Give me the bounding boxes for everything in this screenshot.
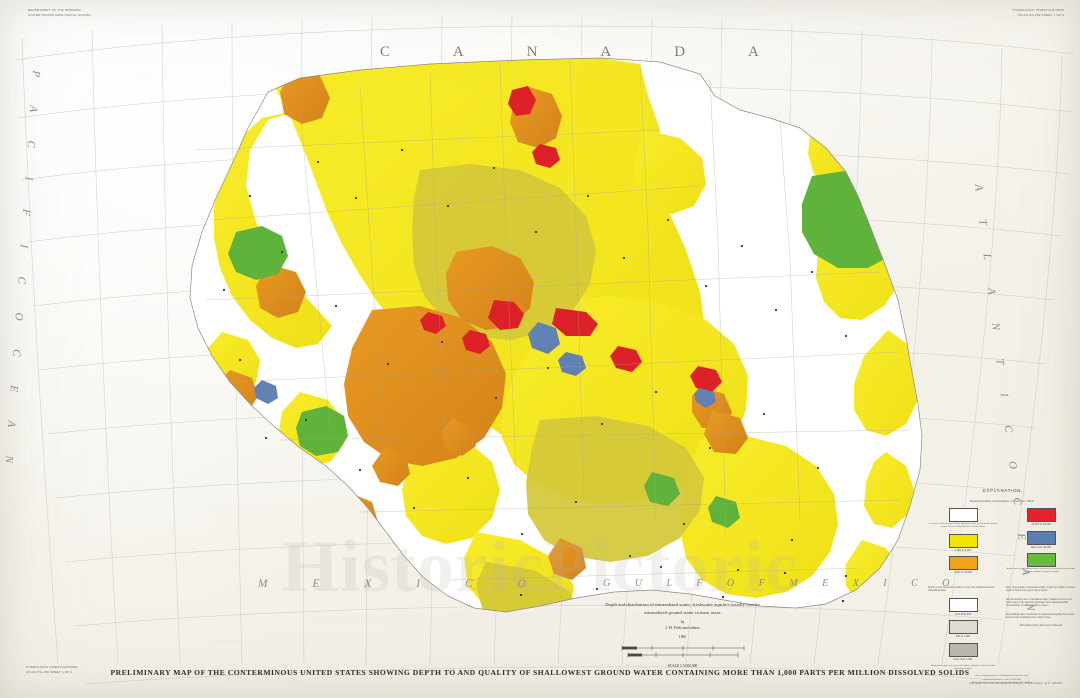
legend-column-left: Less than 1,000 parts per million dissol… [928, 508, 998, 579]
legend-label-depth-500-1000: 500 to 1,000 [955, 635, 971, 639]
legend-depth-heading: Depth, in feet, below land surface, to t… [928, 586, 995, 593]
label-gulf-of-mexico: G U L F O F M E X I C O [603, 578, 961, 589]
watermark: HistoricPictoric [281, 526, 799, 608]
map-scale-label: SCALE 1:5,000,000 [667, 664, 698, 669]
legend-desc-near-surface: Mineralized water at or near land surfac… [930, 665, 996, 671]
legend-label-3000-10000: 3,000 to 10,000 [953, 571, 973, 575]
swatch-10000-35000 [1026, 508, 1056, 522]
legend-depth-column: Depth, in feet, below land surface, to t… [928, 582, 998, 672]
label-mexico: M E X I C O [258, 578, 547, 590]
legend-label-depth-less-500: Less than 500 [954, 612, 972, 616]
legend-item-over-35000[interactable]: More than 35,000 [1006, 530, 1076, 549]
legend-subtitle: Dissolved-solids concentration, in parts… [969, 499, 1035, 503]
legend-item-10000-35000[interactable]: 10,000 to 35,000 [1006, 508, 1076, 526]
map-year: 1965 [678, 635, 687, 640]
swatch-depth-500-1000 [948, 620, 978, 635]
legend-spring-note: Mineralized spring, thermal or nontherma… [1019, 625, 1063, 628]
legend-item-1000-3000[interactable]: 1,000 to 3,000 [928, 533, 998, 552]
legend-symbols-column: Well, concentration of dissolved solids,… [1006, 582, 1076, 672]
legend-base-credit: Base compiled from U.S. Geological Surve… [971, 675, 1033, 684]
legend-label-1000-3000: 1,000 to 3,000 [954, 548, 972, 552]
legend-depth-500-1000[interactable]: 500 to 1,000 [928, 620, 998, 638]
swatch-unknown [1026, 553, 1056, 567]
credit-top-left: DEPARTMENT OF THE INTERIOR UNITED STATES… [28, 8, 92, 17]
legend-label-depth-over-1000: More than 1,000 [953, 657, 973, 661]
map-author: J. H. Feth and others [665, 625, 700, 631]
legend-item-fresh[interactable]: Less than 1,000 parts per million dissol… [928, 508, 998, 529]
map-subtitle-line2: mineralized ground water in most areas [644, 610, 721, 616]
legend-depth-less-500[interactable]: Less than 500 [928, 597, 998, 616]
label-canada: C A N A D A [380, 44, 789, 60]
map-title-block: Depth and distribution of mineralized wa… [560, 601, 805, 668]
swatch-1000-3000 [948, 533, 978, 548]
credit-top-right: HYDROLOGIC INVESTIGATIONS ATLAS HA-199 S… [1012, 8, 1064, 17]
map-byline: by [680, 619, 685, 624]
legend-label-over-35000: More than 35,000 [1030, 545, 1052, 549]
swatch-depth-over-1000 [948, 642, 978, 657]
credit-bottom-left: HYDROLOGIC INVESTIGATIONS ATLAS HA-199 S… [26, 665, 78, 674]
map-subtitle-line1: Depth and distribution of mineralized wa… [605, 602, 760, 607]
legend-column-right: 10,000 to 35,000 More than 35,000 Areal … [1006, 508, 1076, 579]
legend-symbol-note-2: Well penetrating salt or mineralized wat… [1006, 598, 1072, 608]
legend-symbol-note-3: Well yielding water of unknown or undete… [1006, 613, 1074, 619]
legend-depth-over-1000[interactable]: More than 1,000 [928, 642, 998, 661]
legend-item-unknown[interactable]: Areal extent of mineralized water not kn… [1006, 553, 1076, 574]
swatch-fresh [948, 508, 978, 522]
legend-label-10000-35000: 10,000 to 35,000 [1031, 523, 1051, 526]
legend-explanation: EXPLANATION Dissolved-solids concentrati… [928, 488, 1076, 684]
legend-desc-unknown: Areal extent of mineralized water not kn… [1006, 568, 1076, 574]
swatch-over-35000 [1026, 530, 1056, 545]
scale-bar [621, 645, 744, 658]
legend-title: EXPLANATION [982, 488, 1022, 493]
legend-item-3000-10000[interactable]: 3,000 to 10,000 [928, 556, 998, 574]
swatch-3000-10000 [948, 556, 978, 571]
sheet-title: PRELIMINARY MAP OF THE CONTERMINOUS UNIT… [110, 668, 970, 677]
legend-symbol-note-1: Well, concentration of dissolved solids,… [1006, 586, 1076, 593]
legend-desc-fresh: Less than 1,000 parts per million dissol… [928, 523, 998, 529]
label-pacific-ocean: P A C I F I C O C E A N [1, 70, 42, 477]
swatch-depth-less-500 [948, 597, 978, 612]
credit-bottom-right: For sale by U.S. Geological Survey, Wash… [969, 681, 1062, 685]
